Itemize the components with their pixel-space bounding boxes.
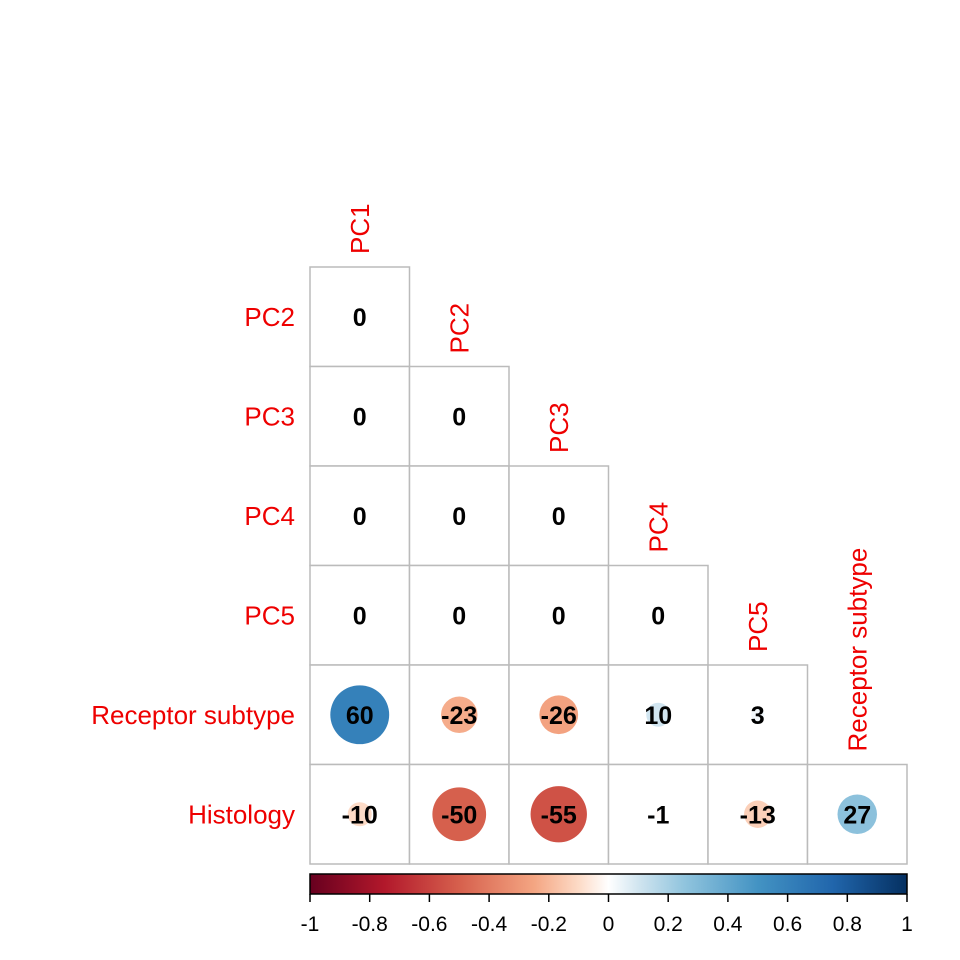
cell-0-0 [309,266,411,368]
correlation-value: -55 [541,801,577,829]
correlation-value: 60 [346,702,374,730]
correlation-value: 0 [452,503,466,531]
correlation-value: 27 [843,801,871,829]
colorbar-tick-label: 0.8 [833,913,862,936]
correlation-value: 0 [552,602,566,630]
correlation-circle [530,786,587,843]
cell-3-3 [607,564,709,666]
correlation-circle [432,787,487,842]
correlation-value: 0 [353,503,367,531]
correlation-circle [539,695,579,735]
colorbar-tick-label: -0.4 [471,913,508,936]
correlation-value: -10 [342,801,378,829]
colorbar-tick-label: 0 [603,913,615,936]
matrix-cells: 0 0 0 0 0 0 0 0 0 0 60 -23 -26 10 3 -10 -50 -55 -1 -13 27 [309,266,908,865]
correlation-value: -1 [647,801,669,829]
column-label: PC2 [444,303,474,354]
correlation-value: -26 [541,702,577,730]
correlation-circle [330,685,390,745]
cell-3-1 [408,564,510,666]
colorbar-tick-label: 0.4 [713,913,743,936]
correlation-value: -23 [441,702,477,730]
colorbar-gradient [309,873,908,895]
correlation-value: 0 [452,602,466,630]
row-label: PC3 [244,401,295,431]
cell-1-1 [408,365,510,467]
colorbar-tick-label: -0.6 [411,913,447,936]
correlation-circle [837,794,877,834]
cell-1-0 [309,365,411,467]
correlation-value: 0 [552,503,566,531]
correlation-circle [751,708,765,722]
correlation-value: 0 [452,403,466,431]
colorbar-tick-label: -0.2 [531,913,567,936]
correlation-circle [654,810,663,819]
column-label: Receptor subtype [842,548,872,752]
column-label: PC4 [643,502,673,553]
colorbar-tick-label: -0.8 [352,913,388,936]
colorbar: -1 -0.8 -0.6 -0.4 -0.2 0 0.2 0.4 0.6 0.8 1 [301,873,913,936]
row-label: Receptor subtype [91,700,295,730]
cell-2-2 [508,465,610,567]
row-label: Histology [188,799,295,829]
correlation-value: 3 [751,702,765,730]
row-label: PC4 [244,501,295,531]
row-labels: PC2 PC3 PC4 PC5 Receptor subtype Histology [91,302,295,830]
correlation-value: 0 [353,602,367,630]
correlation-value: 0 [353,304,367,332]
correlation-value: 0 [353,403,367,431]
correlation-value: 0 [651,602,665,630]
colorbar-tick-label: 0.2 [654,913,683,936]
row-label: PC5 [244,600,295,630]
colorbar-tick-label: 1 [901,913,913,936]
column-label: PC3 [544,402,574,453]
correlation-value: 10 [644,702,672,730]
colorbar-tick-label: -1 [301,913,320,936]
row-label: PC2 [244,302,295,332]
colorbar-tick-label: 0.6 [773,913,802,936]
column-labels: PC1 PC2 PC3 PC4 PC5 Receptor subtype [345,203,873,751]
correlation-value: -13 [740,801,776,829]
column-label: PC1 [345,203,375,254]
cell-2-0 [309,465,411,567]
correlation-circle [441,696,478,733]
correlation-circle [347,802,372,827]
correlation-value: -50 [441,801,477,829]
column-label: PC5 [743,601,773,652]
correlation-circle [744,800,772,828]
correlation-circle [646,702,671,727]
